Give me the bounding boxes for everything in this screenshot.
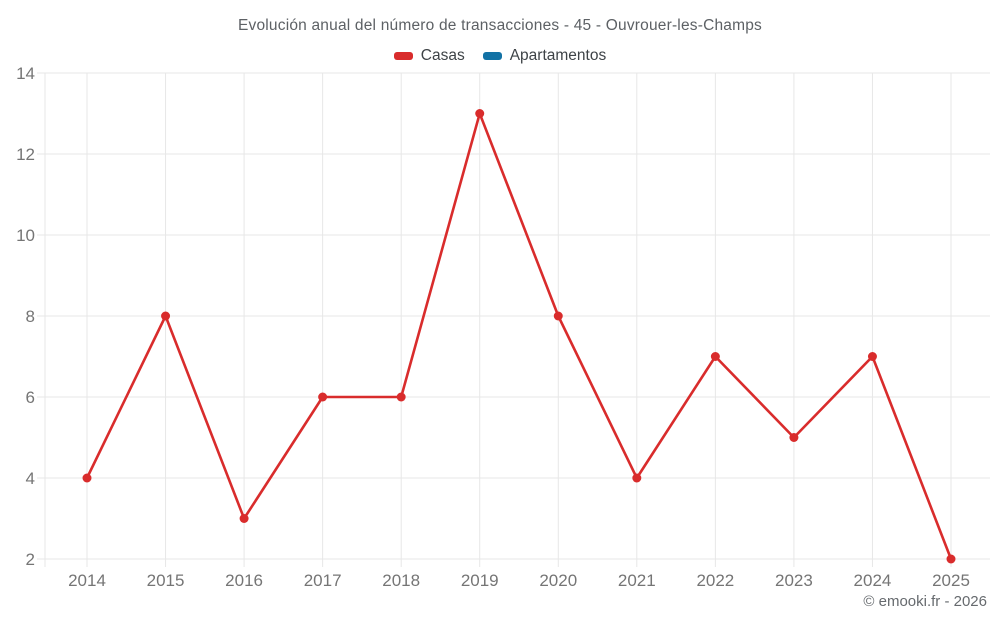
casas-legend-swatch-icon	[393, 52, 413, 60]
x-axis-tick-label: 2023	[775, 571, 813, 590]
y-axis-tick-label: 2	[26, 550, 35, 569]
casas-data-point	[396, 392, 406, 402]
legend-item-casas[interactable]: Casas	[393, 47, 465, 65]
y-axis-tick-label: 8	[26, 307, 35, 326]
x-axis-tick-label: 2019	[461, 571, 499, 590]
casas-data-point	[946, 554, 956, 564]
y-axis-tick-label: 14	[16, 64, 35, 83]
legend-item-apartamentos[interactable]: Apartamentos	[482, 47, 607, 65]
apartamentos-legend-label: Apartamentos	[509, 47, 607, 64]
casas-data-point	[710, 352, 720, 361]
y-axis-tick-label: 12	[16, 145, 35, 164]
casas-data-point	[789, 433, 799, 442]
x-axis-tick-label: 2018	[382, 571, 420, 590]
chart-title: Evolución anual del número de transaccio…	[237, 17, 763, 34]
x-axis-tick-label: 2024	[854, 571, 892, 590]
x-axis-tick-label: 2020	[539, 571, 577, 590]
casas-data-point	[475, 109, 485, 118]
chart-legend: Casas Apartamentos	[0, 47, 1000, 65]
apartamentos-legend-swatch-icon	[482, 52, 502, 60]
casas-data-point	[82, 473, 92, 483]
casas-line-series	[82, 109, 956, 564]
y-axis-tick-label: 4	[26, 469, 35, 488]
casas-legend-label: Casas	[420, 47, 465, 64]
x-axis-tick-label: 2014	[68, 571, 106, 590]
x-axis-tick-label: 2016	[225, 571, 263, 590]
x-axis-tick-label: 2025	[932, 571, 970, 590]
casas-data-point	[161, 311, 171, 321]
casas-data-point	[553, 311, 563, 321]
casas-data-point	[239, 514, 249, 523]
grid-lines	[37, 72, 990, 567]
casas-data-point	[318, 392, 328, 402]
x-axis-tick-label: 2017	[304, 571, 342, 590]
x-axis-labels: 2014 2015 2016 2017 2018 2019 2020 2021 2022 2023…	[68, 571, 970, 590]
casas-data-point	[867, 352, 877, 361]
y-axis-tick-label: 6	[26, 388, 35, 407]
y-axis-labels: 2 4 6 8 10 12 14	[16, 64, 35, 569]
x-axis-tick-label: 2015	[147, 571, 185, 590]
copyright-label: © emooki.fr - 2026	[863, 593, 987, 610]
y-axis-tick-label: 10	[16, 226, 35, 245]
casas-data-point	[632, 473, 642, 483]
x-axis-tick-label: 2021	[618, 571, 656, 590]
x-axis-tick-label: 2022	[696, 571, 734, 590]
